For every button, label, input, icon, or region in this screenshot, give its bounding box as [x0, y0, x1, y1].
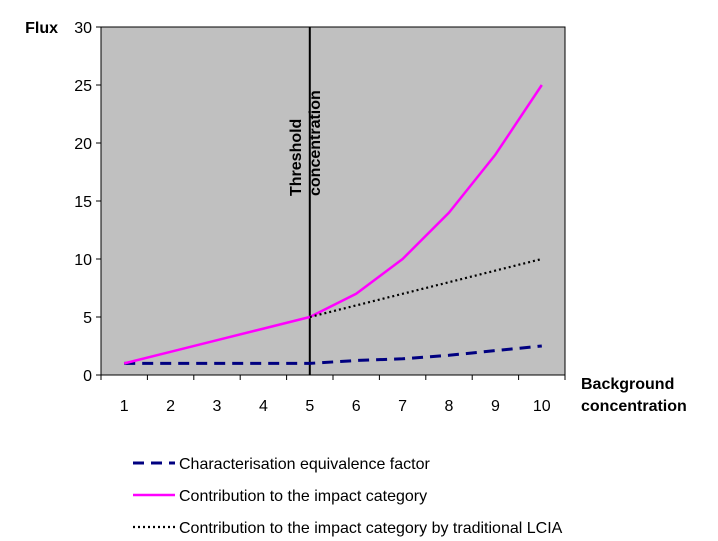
- x-tick-label: 2: [166, 398, 175, 415]
- x-tick-label: 3: [213, 398, 222, 415]
- threshold-label-line: Threshold: [288, 119, 305, 196]
- x-axis-title-line-2: concentration: [581, 398, 687, 415]
- x-tick-label: 9: [491, 398, 500, 415]
- x-tick-label: 1: [120, 398, 129, 415]
- threshold-label: Threshold concentration: [288, 90, 324, 196]
- y-tick-label: 10: [74, 252, 92, 269]
- y-tick-label: 30: [74, 20, 92, 37]
- y-tick-label: 20: [74, 136, 92, 153]
- x-tick-label: 4: [259, 398, 268, 415]
- series-line-1: [124, 344, 542, 365]
- x-axis-title-line-1: Background: [581, 376, 674, 393]
- y-tick-label: 15: [74, 194, 92, 211]
- legend-label-1: Characterisation equivalence factor: [179, 456, 430, 473]
- y-tick-label: 25: [74, 78, 92, 95]
- legend-label-2: Contribution to the impact category: [179, 488, 427, 505]
- y-tick-label: 0: [83, 368, 92, 385]
- legend: Characterisation equivalence factor Contr…: [133, 456, 563, 537]
- y-axis-title: Flux: [25, 20, 58, 37]
- x-tick-label: 8: [445, 398, 454, 415]
- x-tick-label: 6: [352, 398, 361, 415]
- plot-area: [101, 27, 565, 375]
- legend-label-3: Contribution to the impact category by t…: [179, 520, 563, 537]
- x-tick-label: 5: [305, 398, 314, 415]
- x-tick-label: 10: [533, 398, 551, 415]
- y-tick-label: 5: [83, 310, 92, 327]
- threshold-label-line: concentration: [307, 90, 324, 196]
- x-axis-title: Background concentration: [581, 376, 687, 415]
- x-tick-label: 7: [398, 398, 407, 415]
- series-line-2: [123, 84, 543, 365]
